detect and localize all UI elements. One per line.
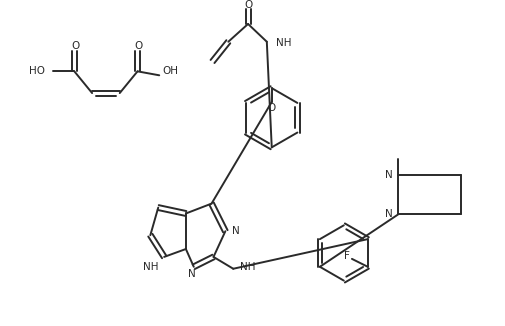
Text: N: N <box>385 210 393 219</box>
Text: HO: HO <box>29 67 45 76</box>
Text: N: N <box>232 226 240 236</box>
Text: F: F <box>344 251 350 261</box>
Text: O: O <box>244 0 252 10</box>
Text: O: O <box>134 41 142 51</box>
Text: NH: NH <box>276 38 291 48</box>
Text: O: O <box>268 103 276 113</box>
Text: NH: NH <box>240 262 256 272</box>
Text: N: N <box>385 170 393 180</box>
Text: O: O <box>71 41 79 51</box>
Text: NH: NH <box>142 262 158 272</box>
Text: OH: OH <box>162 67 178 76</box>
Text: N: N <box>188 269 195 279</box>
